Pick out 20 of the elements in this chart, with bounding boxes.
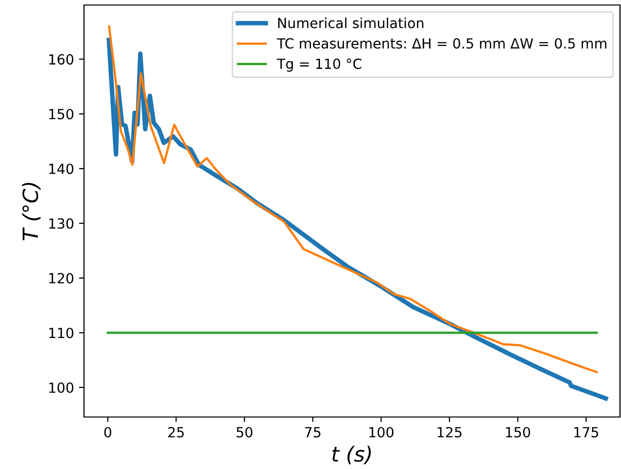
y-tick-label: 130 xyxy=(49,218,74,229)
x-axis-title: t (s) xyxy=(332,446,371,464)
x-tick-label: 50 xyxy=(236,426,252,438)
x-tick-label: 175 xyxy=(574,427,598,438)
y-tick-label: 110 xyxy=(49,328,74,338)
y-tick-label: 160 xyxy=(49,54,74,65)
legend-label: TC measurements: ΔH = 0.5 mm ΔW = 0.5 mm xyxy=(276,38,606,49)
x-tick-label: 0 xyxy=(104,426,112,438)
y-tick-label: 100 xyxy=(49,382,74,393)
x-tick-label: 150 xyxy=(506,426,530,438)
legend-label: Numerical simulation xyxy=(278,18,424,28)
x-tick-label: 25 xyxy=(168,426,184,438)
legend-label: Tg = 110 °C xyxy=(276,58,362,72)
y-axis-title: T (°C) xyxy=(22,182,41,240)
y-tick-label: 140 xyxy=(49,164,74,174)
y-tick-label: 150 xyxy=(49,108,74,120)
x-tick-label: 125 xyxy=(438,426,462,438)
x-tick-label: 100 xyxy=(369,426,394,438)
x-tick-label: 75 xyxy=(305,427,320,438)
y-tick-label: 120 xyxy=(49,272,74,284)
